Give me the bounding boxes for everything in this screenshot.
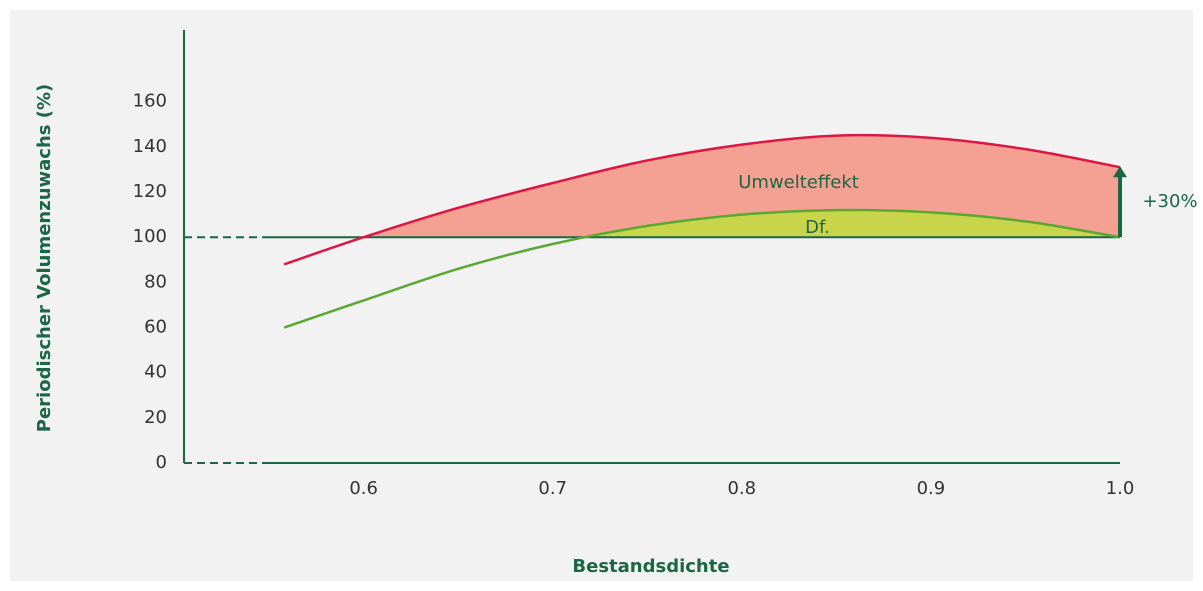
x-tick-label: 0.6 [349, 478, 378, 499]
y-tick-label: 80 [144, 271, 167, 292]
y-tick-label: 140 [133, 136, 167, 157]
annotation: +30% [1142, 191, 1197, 212]
annotation: Df. [805, 217, 830, 238]
x-tick-label: 0.8 [727, 478, 756, 499]
y-tick-label: 40 [144, 362, 167, 383]
x-tick-label: 0.7 [538, 478, 567, 499]
line [283, 208, 1121, 329]
y-tick-label: 60 [144, 317, 167, 338]
background [10, 10, 1193, 581]
y-tick-label: 160 [133, 91, 167, 112]
x-axis-title: Bestandsdichte [572, 556, 729, 577]
y-axis-title: Periodischer Volumenzuwachs (%) [34, 84, 55, 433]
y-tick-label: 20 [144, 407, 167, 428]
arrow-head [1113, 166, 1127, 178]
y-tick-label: 120 [133, 181, 167, 202]
y-tick-label: 100 [133, 226, 167, 247]
x-tick-label: 0.9 [917, 478, 946, 499]
y-tick-label: 0 [156, 452, 167, 473]
line [283, 133, 1121, 266]
annotation: Umwelteffekt [738, 172, 859, 193]
x-tick-label: 1.0 [1106, 478, 1135, 499]
